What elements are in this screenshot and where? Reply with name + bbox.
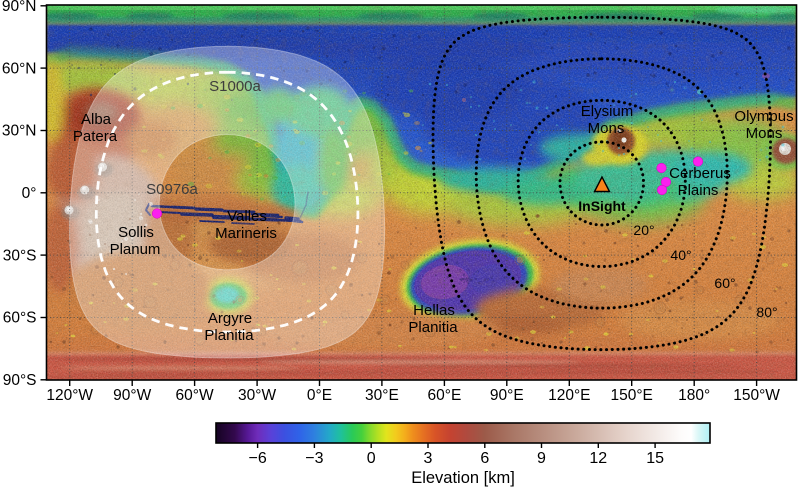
- svg-text:Planum: Planum: [110, 241, 161, 258]
- svg-text:Cerberus: Cerberus: [669, 165, 731, 182]
- svg-text:Patera: Patera: [73, 128, 118, 145]
- svg-text:90°W: 90°W: [113, 387, 151, 404]
- svg-text:120°W: 120°W: [46, 387, 93, 404]
- svg-text:40°: 40°: [670, 247, 691, 263]
- svg-text:Sollis: Sollis: [118, 224, 154, 241]
- svg-text:60°: 60°: [714, 275, 735, 291]
- svg-text:150°W: 150°W: [733, 387, 780, 404]
- svg-text:9: 9: [537, 450, 546, 467]
- svg-text:−3: −3: [305, 450, 323, 467]
- svg-text:90°E: 90°E: [490, 387, 524, 404]
- svg-text:30°W: 30°W: [238, 387, 276, 404]
- svg-text:Hellas: Hellas: [413, 302, 455, 319]
- svg-text:0°: 0°: [22, 185, 37, 202]
- svg-text:180°: 180°: [678, 387, 710, 404]
- svg-text:0: 0: [367, 450, 376, 467]
- svg-text:60°S: 60°S: [3, 310, 37, 327]
- svg-text:90°S: 90°S: [3, 372, 37, 389]
- svg-text:Olympus: Olympus: [734, 108, 793, 125]
- svg-text:Planitia: Planitia: [408, 319, 458, 336]
- svg-text:60°E: 60°E: [428, 387, 462, 404]
- svg-text:Alba: Alba: [81, 111, 112, 128]
- svg-text:30°E: 30°E: [365, 387, 399, 404]
- svg-text:0°E: 0°E: [307, 387, 332, 404]
- svg-text:120°E: 120°E: [548, 387, 590, 404]
- svg-text:6: 6: [480, 450, 489, 467]
- svg-text:30°N: 30°N: [2, 123, 37, 140]
- svg-text:80°: 80°: [756, 304, 777, 320]
- svg-text:Planitia: Planitia: [204, 327, 254, 344]
- svg-text:S0976a: S0976a: [146, 181, 198, 198]
- svg-text:−6: −6: [248, 450, 266, 467]
- svg-text:20°: 20°: [633, 222, 654, 238]
- svg-text:InSight: InSight: [578, 198, 626, 214]
- svg-text:Valles: Valles: [227, 208, 267, 225]
- svg-text:Argyre: Argyre: [208, 310, 252, 327]
- svg-text:15: 15: [646, 450, 664, 467]
- svg-text:30°S: 30°S: [3, 247, 37, 264]
- svg-text:Marineris: Marineris: [215, 225, 277, 242]
- svg-text:Plains: Plains: [678, 182, 719, 199]
- svg-text:Elysium: Elysium: [581, 103, 634, 120]
- svg-text:3: 3: [424, 450, 433, 467]
- svg-text:Mons: Mons: [746, 125, 783, 142]
- svg-text:Elevation [km]: Elevation [km]: [411, 469, 515, 487]
- svg-text:12: 12: [589, 450, 607, 467]
- svg-text:60°W: 60°W: [176, 387, 214, 404]
- svg-text:90°N: 90°N: [2, 0, 37, 15]
- svg-text:60°N: 60°N: [2, 60, 37, 77]
- svg-text:Mons: Mons: [588, 120, 625, 137]
- svg-text:S1000a: S1000a: [209, 78, 261, 95]
- svg-text:150°E: 150°E: [610, 387, 652, 404]
